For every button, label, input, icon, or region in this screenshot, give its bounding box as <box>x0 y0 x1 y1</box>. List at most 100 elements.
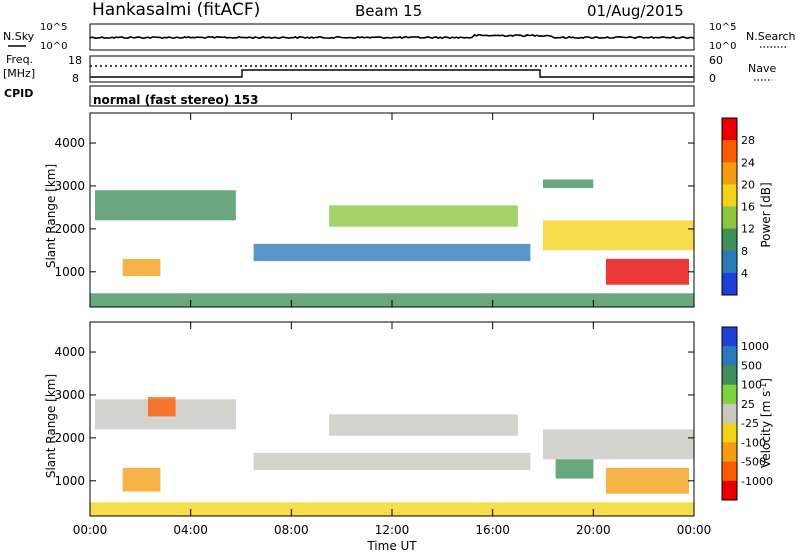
date-label: 01/Aug/2015 <box>587 2 684 20</box>
power-echo-region-2 <box>253 243 531 262</box>
cpid-label: CPID <box>4 87 33 100</box>
velocity-colorbar-tick-3: 25 <box>741 398 755 411</box>
velocity-colorbar-tick-4: -25 <box>741 417 759 430</box>
power-colorbar-swatch-4 <box>722 206 737 230</box>
x-tick-label-4: 16:00 <box>475 523 510 537</box>
velocity-colorbar-tick-6: -500 <box>741 456 766 469</box>
power-colorbar-tick-6: 4 <box>741 267 748 280</box>
velocity-echo-region-7 <box>605 467 689 494</box>
velocity-colorbar-swatch-5 <box>722 423 737 443</box>
velocity-echo-region-1 <box>147 397 176 417</box>
power-colorbar-swatch-2 <box>722 162 737 185</box>
frequency-trace <box>90 69 694 78</box>
velocity-y-axis-label: Slant Range [km] <box>44 374 58 478</box>
velocity-colorbar-label: Velocity [m s-1] <box>759 378 774 468</box>
power-colorbar-swatch-1 <box>722 140 737 163</box>
power-echo-region-0 <box>95 190 236 221</box>
velocity-colorbar-tick-2: 100 <box>741 379 762 392</box>
freq-unit-label: [MHz] <box>3 67 35 80</box>
x-tick-label-0: 00:00 <box>73 523 108 537</box>
time-axis: 00:00 04:00 08:00 12:00 16:00 20:00 00:00 <box>73 523 712 537</box>
velocity-colorbar-tick-0: 1000 <box>741 340 769 353</box>
noise-tick-low-left: 10^0 <box>40 41 67 52</box>
x-tick-label-1: 04:00 <box>173 523 208 537</box>
power-colorbar-tick-2: 20 <box>741 178 755 191</box>
power-echo-region-1 <box>122 258 161 277</box>
power-echo-region-6 <box>543 179 594 189</box>
velocity-colorbar-swatch-0 <box>722 327 737 347</box>
velocity-echo-layer <box>90 397 694 516</box>
velocity-colorbar-swatch-2 <box>722 365 737 386</box>
power-y-axis-label: Slant Range [km] <box>44 164 58 268</box>
power-panel: 1000 2000 3000 4000 Slant Range [km] 28 24 20… <box>44 112 773 308</box>
velocity-colorbar-swatch-8 <box>722 480 737 501</box>
cpid-panel: CPID normal (fast stereo) 153 <box>4 85 695 107</box>
cpid-value: normal (fast stereo) 153 <box>93 93 259 107</box>
power-colorbar: 28 24 20 16 12 8 4 <box>721 117 755 296</box>
velocity-colorbar-swatch-7 <box>722 461 737 482</box>
velocity-colorbar-tick-7: -1000 <box>741 475 773 488</box>
frequency-panel-frame <box>89 55 695 83</box>
x-tick-label-5: 20:00 <box>576 523 611 537</box>
x-tick-label-3: 12:00 <box>375 523 410 537</box>
nave-tick-high: 60 <box>709 54 723 67</box>
velocity-colorbar: 1000 500 100 25 -25 -100 -500 -1000 <box>721 326 773 501</box>
power-echo-region-4 <box>543 220 694 251</box>
velocity-echo-region-5 <box>543 429 694 460</box>
power-colorbar-label: Power [dB] <box>759 182 773 247</box>
velocity-echo-region-2 <box>122 467 161 492</box>
velocity-colorbar-swatch-4 <box>722 403 737 424</box>
power-ytick-label-0: 1000 <box>54 265 85 279</box>
velocity-ytick-label-2: 3000 <box>54 388 85 402</box>
search-noise-label: N.Search <box>746 30 796 43</box>
freq-tick-high: 18 <box>68 54 82 67</box>
sky-noise-label: N.Sky <box>3 30 35 43</box>
velocity-colorbar-swatch-3 <box>722 384 737 405</box>
power-colorbar-tick-3: 16 <box>741 201 755 214</box>
power-colorbar-swatch-6 <box>722 250 737 274</box>
power-echo-region-3 <box>329 205 518 227</box>
velocity-colorbar-tick-5: -100 <box>741 436 766 449</box>
power-axes: 1000 2000 3000 4000 <box>54 113 695 307</box>
velocity-colorbar-tick-1: 500 <box>741 359 762 372</box>
velocity-panel: 1000 2000 3000 4000 Slant Range [km] 1000 50… <box>44 321 774 517</box>
velocity-ytick-label-3: 4000 <box>54 345 85 359</box>
nave-label: Nave <box>748 62 776 75</box>
velocity-colorbar-swatch-6 <box>722 442 737 462</box>
power-ytick-label-3: 4000 <box>54 136 85 150</box>
noise-panel: N.Sky 10^5 10^0 10^5 10^0 N.Search <box>3 22 796 52</box>
noise-sky-trace <box>89 33 695 40</box>
freq-label: Freq. <box>6 53 33 66</box>
power-colorbar-swatch-3 <box>722 184 737 207</box>
noise-tick-high-left: 10^5 <box>40 22 67 33</box>
nave-tick-low: 0 <box>709 72 716 85</box>
velocity-echo-region-3 <box>253 452 531 471</box>
power-colorbar-tick-5: 8 <box>741 245 748 258</box>
x-axis-label: Time UT <box>366 539 417 553</box>
velocity-colorbar-swatch-1 <box>722 346 737 366</box>
noise-tick-low-right: 10^0 <box>709 41 736 52</box>
velocity-axes: 1000 2000 3000 4000 <box>54 322 695 516</box>
power-ytick-label-1: 2000 <box>54 222 85 236</box>
cpid-panel-frame <box>89 85 695 107</box>
x-tick-label-6: 00:00 <box>677 523 712 537</box>
power-colorbar-tick-4: 12 <box>741 223 755 236</box>
x-tick-label-2: 08:00 <box>274 523 309 537</box>
power-colorbar-swatch-5 <box>722 228 737 252</box>
power-colorbar-swatch-7 <box>722 272 737 296</box>
velocity-ytick-label-0: 1000 <box>54 474 85 488</box>
power-echo-region-5 <box>605 258 689 285</box>
power-ytick-label-2: 3000 <box>54 179 85 193</box>
station-title: Hankasalmi (fitACF) <box>92 0 260 20</box>
power-colorbar-tick-1: 24 <box>741 156 755 169</box>
power-colorbar-tick-0: 28 <box>741 134 755 147</box>
freq-tick-low: 8 <box>72 72 79 85</box>
velocity-ytick-label-1: 2000 <box>54 431 85 445</box>
velocity-echo-region-4 <box>329 414 518 436</box>
noise-tick-high-right: 10^5 <box>709 22 736 33</box>
power-colorbar-swatch-0 <box>722 118 737 141</box>
frequency-panel: Freq. [MHz] 18 8 60 0 Nave <box>3 53 776 85</box>
velocity-echo-region-6 <box>555 459 594 479</box>
beam-label: Beam 15 <box>355 2 422 20</box>
